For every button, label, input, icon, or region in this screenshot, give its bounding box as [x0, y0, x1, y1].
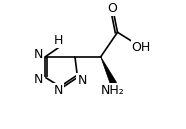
Text: O: O	[107, 2, 117, 15]
Text: N: N	[33, 48, 43, 61]
Text: N: N	[54, 84, 63, 97]
Text: N: N	[33, 73, 43, 86]
Text: OH: OH	[132, 41, 151, 54]
Text: N: N	[77, 74, 87, 87]
Polygon shape	[101, 57, 117, 85]
Text: NH₂: NH₂	[101, 84, 125, 97]
Text: H: H	[54, 34, 63, 47]
